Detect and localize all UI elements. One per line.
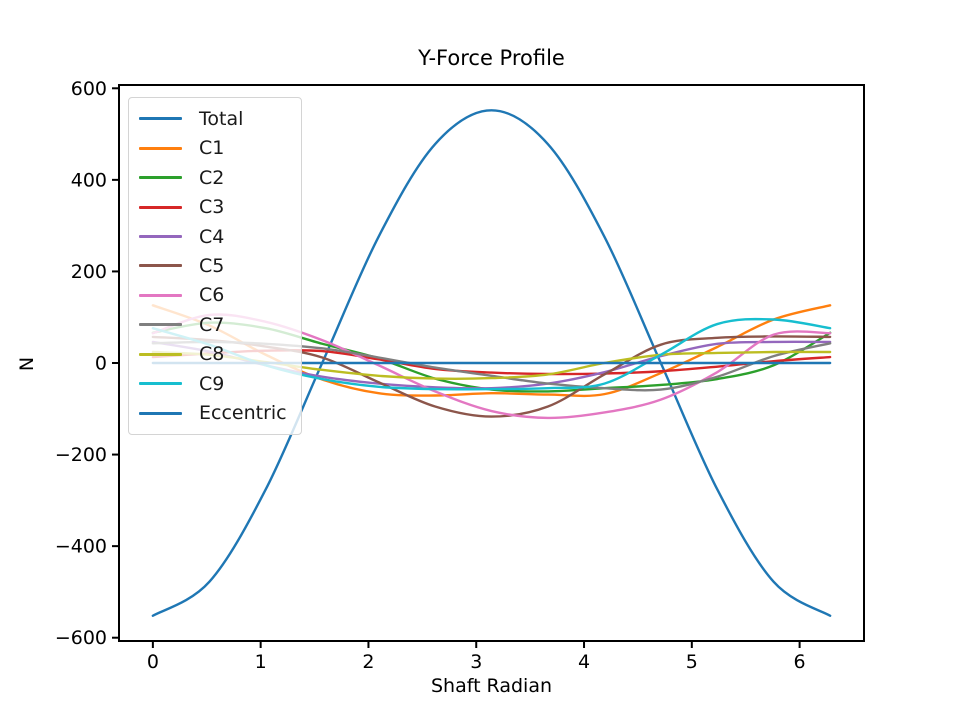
legend-swatch-c9 (139, 382, 182, 386)
series-total-line (151, 109, 832, 617)
legend-swatch-c2 (139, 176, 182, 180)
y-tick-label: −200 (55, 444, 107, 466)
legend-label-eccentric: Eccentric (199, 402, 287, 425)
legend-swatch-eccentric (139, 411, 182, 415)
legend-swatch-c6 (139, 293, 182, 297)
legend-swatch-c5 (139, 264, 182, 268)
legend-item-c8: C8 (139, 341, 301, 368)
chart-title: Y-Force Profile (418, 46, 565, 70)
legend: Total C1 C2 C3 C4 C5 C6 C7 C8 C9 Eccentric (128, 97, 302, 435)
legend-swatch-c3 (139, 205, 182, 209)
legend-item-c4: C4 (139, 223, 301, 250)
legend-swatch-c4 (139, 235, 182, 239)
y-tick-label: 400 (71, 169, 107, 191)
y-tick-label: 600 (71, 78, 107, 100)
x-tick-label: 0 (147, 651, 159, 673)
y-tick-label: 200 (71, 261, 107, 283)
x-tick-label: 4 (578, 651, 590, 673)
x-tick-label: 2 (362, 651, 374, 673)
legend-label-c5: C5 (199, 254, 225, 277)
legend-item-c1: C1 (139, 135, 301, 162)
legend-label-c9: C9 (199, 372, 225, 395)
legend-item-c3: C3 (139, 194, 301, 221)
legend-label-c7: C7 (199, 313, 225, 336)
legend-item-c7: C7 (139, 311, 301, 338)
legend-label-total: Total (199, 107, 244, 130)
legend-label-c4: C4 (199, 225, 225, 248)
legend-swatch-c7 (139, 323, 182, 327)
y-axis-label: N (16, 356, 38, 372)
legend-swatch-c1 (139, 146, 182, 150)
legend-swatch-c8 (139, 352, 182, 356)
legend-label-c8: C8 (199, 343, 225, 366)
legend-item-eccentric: Eccentric (139, 400, 301, 427)
legend-label-c2: C2 (199, 166, 225, 189)
legend-label-c6: C6 (199, 284, 225, 307)
y-tick-label: −600 (55, 627, 107, 649)
x-tick-label: 1 (255, 651, 267, 673)
x-tick-label: 3 (470, 651, 482, 673)
y-tick-label: 0 (95, 353, 107, 375)
legend-item-c6: C6 (139, 282, 301, 309)
legend-label-c3: C3 (199, 196, 225, 219)
legend-label-c1: C1 (199, 137, 225, 160)
legend-item-c2: C2 (139, 164, 301, 191)
x-tick-label: 6 (794, 651, 806, 673)
legend-item-total: Total (139, 105, 301, 132)
y-tick-label: −400 (55, 536, 107, 558)
legend-swatch-total (139, 117, 182, 121)
legend-item-c5: C5 (139, 252, 301, 279)
x-axis-label: Shaft Radian (430, 675, 553, 697)
legend-item-c9: C9 (139, 370, 301, 397)
x-tick-label: 5 (686, 651, 698, 673)
axes-frame (118, 84, 865, 642)
